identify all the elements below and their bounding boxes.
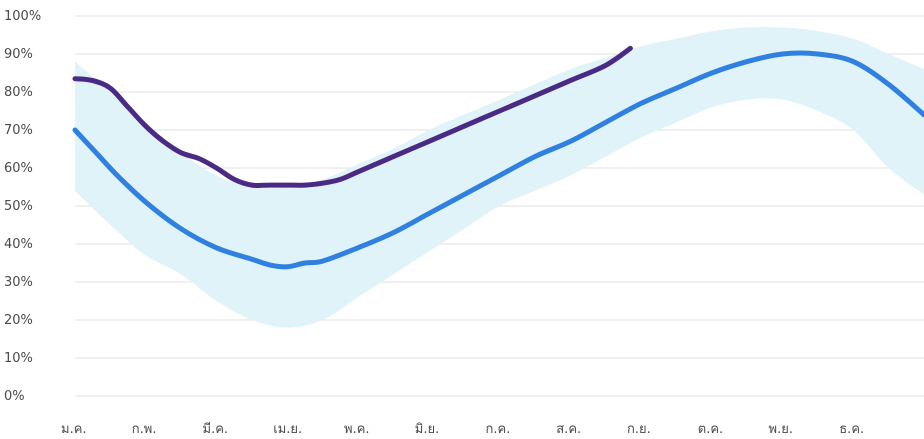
x-tick-label: ส.ค. — [556, 422, 581, 437]
y-tick-label: 0% — [4, 389, 25, 404]
y-tick-label: 40% — [4, 237, 33, 252]
x-tick-label: ม.ค. — [61, 422, 87, 437]
x-tick-label: ธ.ค. — [839, 422, 864, 437]
x-tick-label: ก.พ. — [132, 422, 157, 437]
y-tick-label: 30% — [4, 275, 33, 290]
x-axis-ticks: ม.ค. ก.พ. มี.ค. เม.ย. พ.ค. มิ.ย. ก.ค. ส.ค. ก.ย. ต… — [61, 421, 864, 437]
series-layer — [72, 45, 924, 270]
average-line — [72, 50, 924, 270]
x-tick-label: มิ.ย. — [415, 422, 439, 437]
x-tick-label: พ.ค. — [344, 422, 370, 437]
x-tick-label: เม.ย. — [273, 422, 302, 437]
y-tick-label: 20% — [4, 313, 33, 328]
y-axis-ticks: 0% 10% 20% 30% 40% 50% 60% 70% 80% 90% 100% — [4, 9, 41, 404]
current-year-line — [72, 45, 633, 188]
y-tick-label: 50% — [4, 199, 33, 214]
y-tick-label: 90% — [4, 47, 33, 62]
x-tick-label: ก.ค. — [486, 422, 511, 437]
y-tick-label: 80% — [4, 85, 33, 100]
x-tick-label: ต.ค. — [698, 422, 723, 437]
y-tick-label: 60% — [4, 161, 33, 176]
x-tick-label: ก.ย. — [627, 422, 651, 437]
x-tick-label: พ.ย. — [769, 422, 793, 437]
y-tick-label: 100% — [4, 9, 41, 24]
x-tick-label: มี.ค. — [203, 421, 229, 437]
y-tick-label: 70% — [4, 123, 33, 138]
y-tick-label: 10% — [4, 351, 33, 366]
